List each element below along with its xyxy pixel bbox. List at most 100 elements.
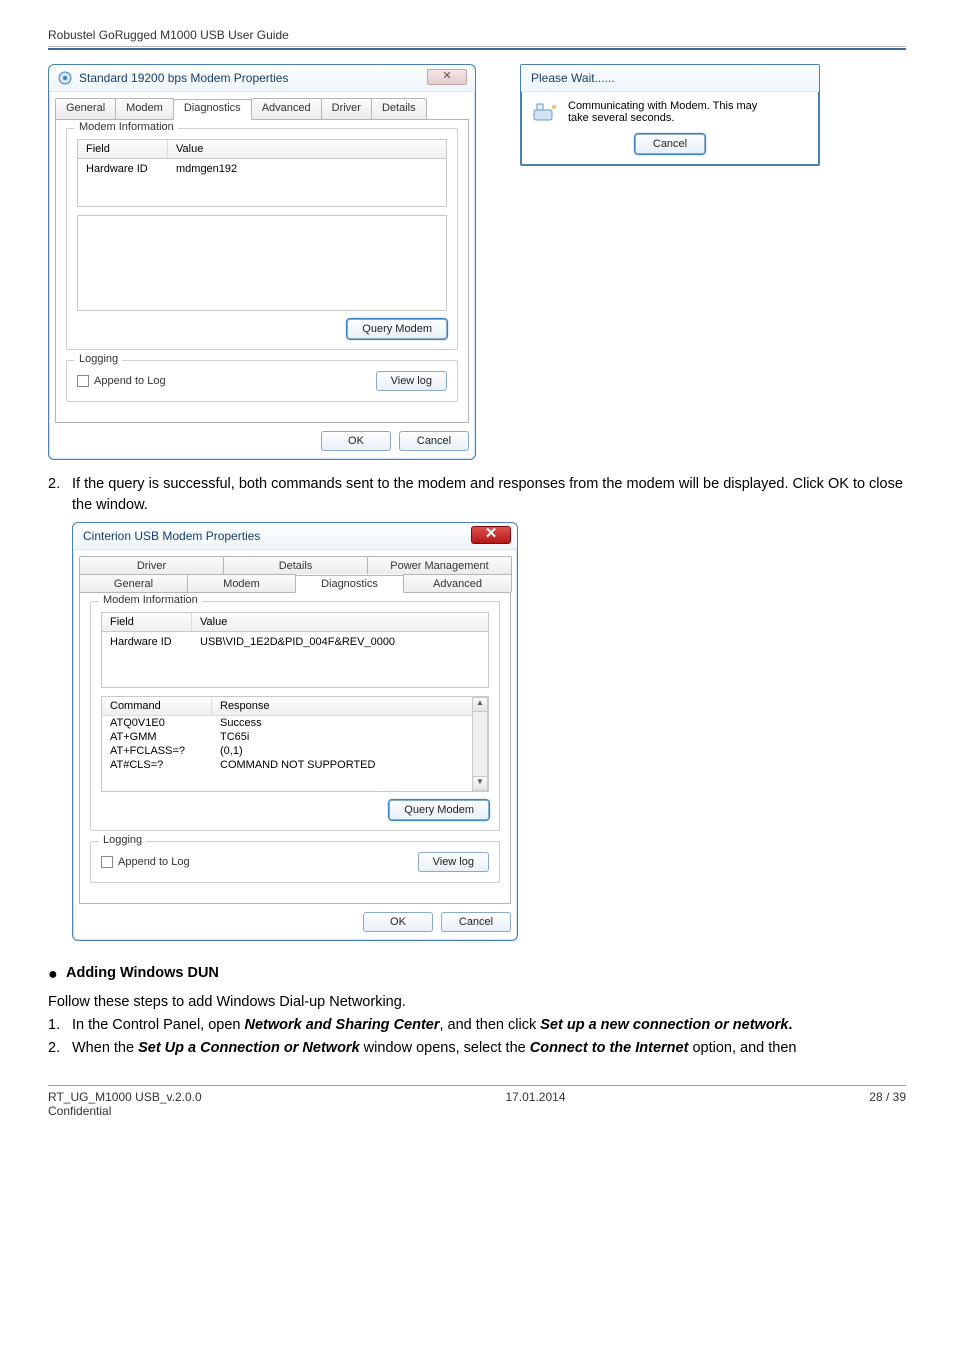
col-command: Command — [102, 697, 212, 715]
step-text: When the Set Up a Connection or Network … — [72, 1038, 906, 1059]
tab-diagnostics[interactable]: Diagnostics — [295, 575, 404, 593]
cell-field: Hardware ID — [102, 634, 192, 650]
scroll-track[interactable] — [473, 712, 487, 776]
query-modem-button[interactable]: Query Modem — [389, 800, 489, 820]
footer-center: 17.01.2014 — [505, 1090, 565, 1118]
dun-intro: Follow these steps to add Windows Dial-u… — [48, 992, 906, 1013]
tab-power-management[interactable]: Power Management — [367, 556, 512, 574]
dialog-title: Standard 19200 bps Modem Properties — [79, 71, 288, 85]
dialog-titlebar: Standard 19200 bps Modem Properties ✕ — [49, 65, 475, 92]
t: Set up a new connection or network — [540, 1017, 788, 1033]
group-label: Modem Information — [75, 121, 178, 133]
t: In the Control Panel, open — [72, 1017, 245, 1033]
dun-step-1: 1. In the Control Panel, open Network an… — [48, 1015, 906, 1036]
tab-details[interactable]: Details — [223, 556, 368, 574]
modem-information-group: Modem Information Field Value Hardware I… — [66, 128, 458, 350]
ok-button[interactable]: OK — [363, 912, 433, 932]
step-text: If the query is successful, both command… — [72, 474, 906, 516]
cancel-button[interactable]: Cancel — [399, 431, 469, 451]
tab-general[interactable]: General — [55, 98, 116, 119]
cmd-row: ATQ0V1E0Success — [102, 716, 472, 730]
col-value: Value — [192, 613, 488, 631]
list-body: Hardware ID USB\VID_1E2D&PID_004F&REV_00… — [101, 632, 489, 688]
step-number: 2. — [48, 474, 72, 516]
list-row: Hardware ID mdmgen192 — [78, 161, 446, 177]
list-header: Field Value — [101, 612, 489, 632]
t: , and then click — [440, 1017, 541, 1033]
tab-driver[interactable]: Driver — [79, 556, 224, 574]
t: Set Up a Connection or Network — [138, 1040, 360, 1056]
scroll-up-button[interactable]: ▲ — [473, 698, 487, 712]
footer-right: 28 / 39 — [869, 1090, 906, 1118]
footer-left: RT_UG_M1000 USB_v.2.0.0 — [48, 1090, 202, 1104]
cmd-row: AT#CLS=?COMMAND NOT SUPPORTED — [102, 758, 472, 772]
modem-icon — [57, 70, 73, 86]
please-wait-message: Communicating with Modem. This may take … — [568, 100, 757, 124]
tab-diagnostics[interactable]: Diagnostics — [173, 99, 252, 120]
cmd-row: AT+GMMTC65i — [102, 730, 472, 744]
tab-advanced[interactable]: Advanced — [251, 98, 322, 119]
tab-strip: Driver Details Power Management General … — [79, 556, 511, 593]
t: window opens, select the — [360, 1040, 530, 1056]
close-button[interactable]: ✕ — [471, 526, 511, 544]
dun-step-2: 2. When the Set Up a Connection or Netwo… — [48, 1038, 906, 1059]
cmd-header: Command Response — [102, 697, 472, 716]
tab-modem[interactable]: Modem — [187, 574, 296, 592]
group-label: Modem Information — [99, 594, 202, 606]
list-header: Field Value — [77, 139, 447, 159]
cmd-body: ATQ0V1E0Success AT+GMMTC65i AT+FCLASS=?(… — [102, 716, 472, 772]
tab-driver[interactable]: Driver — [321, 98, 372, 119]
please-wait-cancel-button[interactable]: Cancel — [635, 134, 705, 154]
t: Network and Sharing Center — [245, 1017, 440, 1033]
query-modem-button[interactable]: Query Modem — [347, 319, 447, 339]
group-label: Logging — [75, 353, 122, 365]
resp-cell: (0,1) — [212, 744, 472, 758]
footer-confidential: Confidential — [48, 1104, 202, 1118]
t: option, and then — [688, 1040, 796, 1056]
tab-details[interactable]: Details — [371, 98, 427, 119]
t: Connect to the Internet — [530, 1040, 689, 1056]
tab-advanced[interactable]: Advanced — [403, 574, 512, 592]
scrollbar[interactable]: ▲ ▼ — [472, 697, 488, 791]
list-row: Hardware ID USB\VID_1E2D&PID_004F&REV_00… — [102, 634, 488, 650]
tab-general[interactable]: General — [79, 574, 188, 592]
modem-comm-icon — [532, 101, 558, 123]
tab-modem[interactable]: Modem — [115, 98, 174, 119]
command-list: Command Response ATQ0V1E0Success AT+GMMT… — [101, 696, 489, 792]
append-to-log-checkbox[interactable]: Append to Log — [77, 375, 166, 387]
dialog-title: Cinterion USB Modem Properties — [83, 529, 260, 543]
tab-panel: Modem Information Field Value Hardware I… — [55, 120, 469, 423]
msg-line1: Communicating with Modem. This may — [568, 100, 757, 112]
col-field: Field — [102, 613, 192, 631]
ok-button[interactable]: OK — [321, 431, 391, 451]
cmd-cell: ATQ0V1E0 — [102, 716, 212, 730]
resp-cell: COMMAND NOT SUPPORTED — [212, 758, 472, 772]
modem-properties-dialog: Standard 19200 bps Modem Properties ✕ Ge… — [48, 64, 476, 460]
checkbox-box — [77, 375, 89, 387]
col-field: Field — [78, 140, 168, 158]
view-log-button[interactable]: View log — [418, 852, 489, 872]
resp-cell: TC65i — [212, 730, 472, 744]
cell-value: USB\VID_1E2D&PID_004F&REV_0000 — [192, 634, 488, 650]
page-footer: RT_UG_M1000 USB_v.2.0.0 Confidential 17.… — [48, 1085, 906, 1132]
header-rule — [48, 46, 906, 50]
append-to-log-checkbox[interactable]: Append to Log — [101, 856, 190, 868]
cmd-cell: AT#CLS=? — [102, 758, 212, 772]
tab-strip: General Modem Diagnostics Advanced Drive… — [55, 98, 469, 120]
cmd-cell: AT+GMM — [102, 730, 212, 744]
close-button[interactable]: ✕ — [427, 69, 467, 85]
msg-line2: take several seconds. — [568, 112, 757, 124]
cell-field: Hardware ID — [78, 161, 168, 177]
scroll-down-button[interactable]: ▼ — [473, 776, 487, 790]
cmd-row: AT+FCLASS=?(0,1) — [102, 744, 472, 758]
page-header: Robustel GoRugged M1000 USB User Guide — [48, 28, 906, 42]
view-log-button[interactable]: View log — [376, 371, 447, 391]
col-value: Value — [168, 140, 446, 158]
empty-list — [77, 215, 447, 311]
step-number: 1. — [48, 1015, 72, 1036]
list-body: Hardware ID mdmgen192 — [77, 159, 447, 207]
dialog-titlebar: Cinterion USB Modem Properties ✕ — [73, 523, 517, 550]
checkbox-box — [101, 856, 113, 868]
cancel-button[interactable]: Cancel — [441, 912, 511, 932]
group-label: Logging — [99, 834, 146, 846]
